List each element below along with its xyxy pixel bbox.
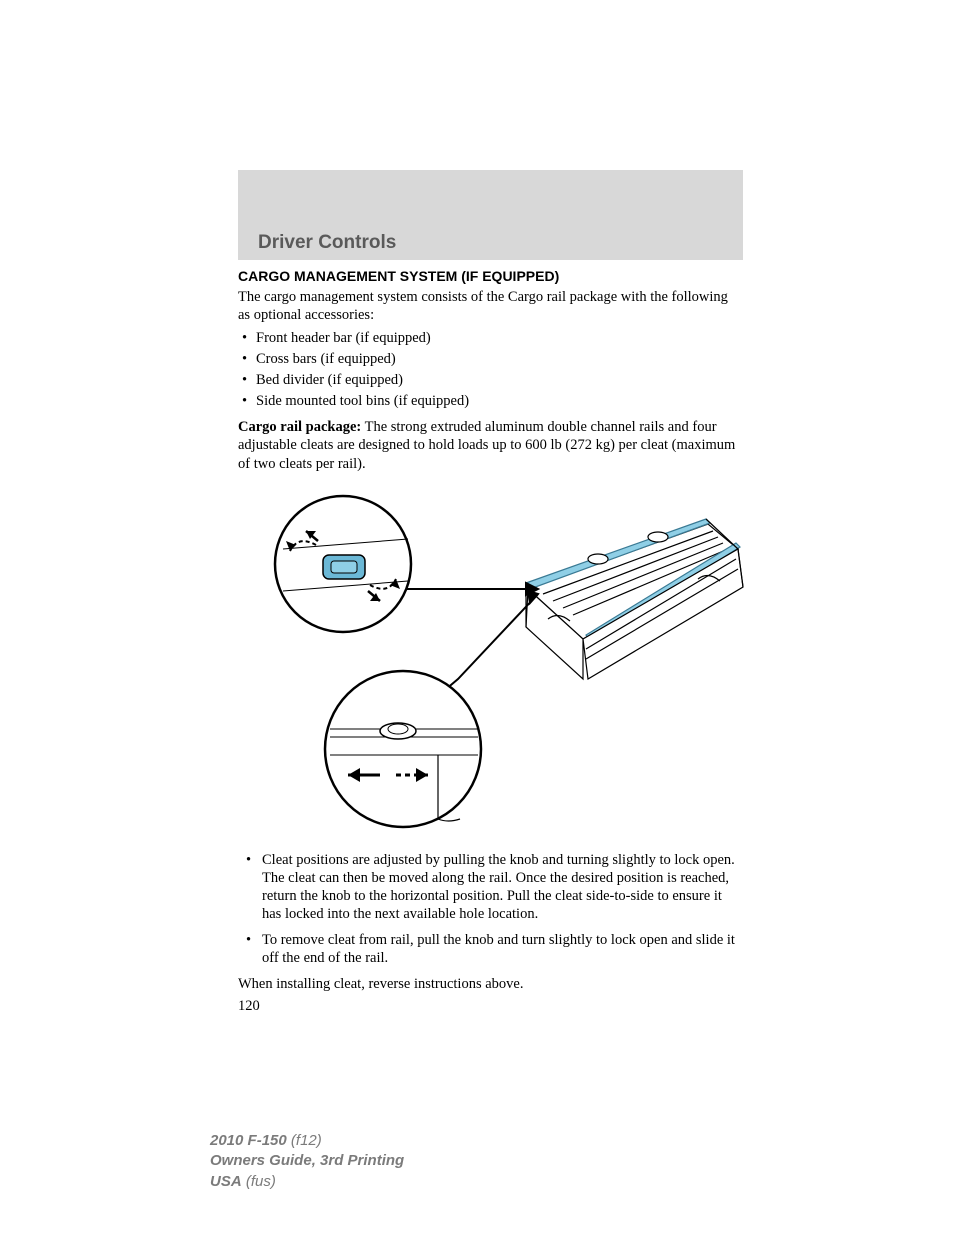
cargo-rail-label: Cargo rail package: xyxy=(238,419,361,435)
footer-model: 2010 F-150 xyxy=(210,1132,287,1149)
cargo-rail-diagram xyxy=(238,479,748,837)
detail-side-circle xyxy=(325,671,481,827)
list-item: Bed divider (if equipped) xyxy=(238,370,743,391)
page-content: CARGO MANAGEMENT SYSTEM (IF EQUIPPED) Th… xyxy=(238,268,743,1015)
footer-region: USA xyxy=(210,1173,242,1190)
footer-guide: Owners Guide, 3rd Printing xyxy=(210,1151,404,1171)
list-item: Side mounted tool bins (if equipped) xyxy=(238,391,743,412)
closing-paragraph: When installing cleat, reverse instructi… xyxy=(238,975,743,993)
intro-paragraph: The cargo management system consists of … xyxy=(238,288,743,324)
footer-block: 2010 F-150 (f12) Owners Guide, 3rd Print… xyxy=(210,1131,404,1192)
instructions-list: Cleat positions are adjusted by pulling … xyxy=(238,851,743,968)
footer-line-1: 2010 F-150 (f12) xyxy=(210,1131,404,1151)
list-item: To remove cleat from rail, pull the knob… xyxy=(238,931,743,967)
cargo-rail-paragraph: Cargo rail package: The strong extruded … xyxy=(238,418,743,472)
chapter-title: Driver Controls xyxy=(258,232,396,254)
list-item: Front header bar (if equipped) xyxy=(238,328,743,349)
page-number: 120 xyxy=(238,998,743,1015)
section-heading: CARGO MANAGEMENT SYSTEM (IF EQUIPPED) xyxy=(238,268,743,284)
footer-region-code: (fus) xyxy=(242,1173,276,1190)
diagram-svg xyxy=(238,479,748,837)
footer-line-3: USA (fus) xyxy=(210,1172,404,1192)
detail-top-circle xyxy=(275,496,411,632)
list-item: Cleat positions are adjusted by pulling … xyxy=(238,851,743,924)
footer-model-code: (f12) xyxy=(287,1132,322,1149)
accessories-list: Front header bar (if equipped) Cross bar… xyxy=(238,328,743,412)
list-item: Cross bars (if equipped) xyxy=(238,349,743,370)
truck-bed xyxy=(526,519,743,679)
